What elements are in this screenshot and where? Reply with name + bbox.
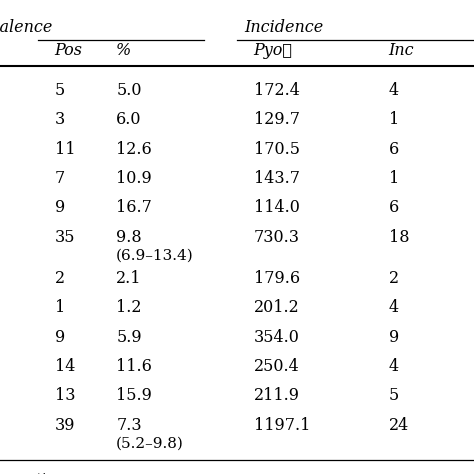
Text: 35: 35 [55, 229, 75, 246]
Text: 1: 1 [55, 299, 65, 316]
Text: 11.6: 11.6 [116, 358, 152, 375]
Text: 9: 9 [55, 328, 65, 346]
Text: 129.7: 129.7 [254, 111, 300, 128]
Text: 2: 2 [55, 270, 64, 287]
Text: 5: 5 [389, 387, 399, 404]
Text: 1197.1: 1197.1 [254, 417, 310, 434]
Text: 6: 6 [389, 200, 399, 217]
Text: 4: 4 [389, 299, 399, 316]
Text: 5: 5 [55, 82, 65, 99]
Text: 9.8: 9.8 [116, 229, 142, 246]
Text: 354.0: 354.0 [254, 328, 300, 346]
Text: 1: 1 [389, 170, 399, 187]
Text: 14: 14 [55, 358, 75, 375]
Text: 250.4: 250.4 [254, 358, 300, 375]
Text: 18: 18 [389, 229, 409, 246]
Text: 730.3: 730.3 [254, 229, 300, 246]
Text: 1.2: 1.2 [116, 299, 142, 316]
Text: 1: 1 [389, 111, 399, 128]
Text: 2: 2 [389, 270, 399, 287]
Text: 5.9: 5.9 [116, 328, 142, 346]
Text: 6: 6 [389, 141, 399, 158]
Text: 16.7: 16.7 [116, 200, 152, 217]
Text: 172.4: 172.4 [254, 82, 300, 99]
Text: %: % [116, 42, 131, 59]
Text: Pyo★: Pyo★ [254, 42, 292, 59]
Text: 13: 13 [55, 387, 75, 404]
Text: 15.9: 15.9 [116, 387, 152, 404]
Text: 3: 3 [55, 111, 65, 128]
Text: 201.2: 201.2 [254, 299, 300, 316]
Text: 5.0: 5.0 [116, 82, 142, 99]
Text: observation.: observation. [0, 473, 68, 474]
Text: 6.0: 6.0 [116, 111, 142, 128]
Text: 7: 7 [55, 170, 65, 187]
Text: 9: 9 [55, 200, 65, 217]
Text: evalence: evalence [0, 19, 53, 36]
Text: 4: 4 [389, 358, 399, 375]
Text: 179.6: 179.6 [254, 270, 300, 287]
Text: Incidence: Incidence [244, 19, 323, 36]
Text: 39: 39 [55, 417, 75, 434]
Text: Pos: Pos [55, 42, 82, 59]
Text: 7.3: 7.3 [116, 417, 142, 434]
Text: 10.9: 10.9 [116, 170, 152, 187]
Text: Inc: Inc [389, 42, 414, 59]
Text: 2.1: 2.1 [116, 270, 142, 287]
Text: 143.7: 143.7 [254, 170, 300, 187]
Text: 114.0: 114.0 [254, 200, 300, 217]
Text: (6.9–13.4): (6.9–13.4) [116, 249, 194, 263]
Text: 9: 9 [389, 328, 399, 346]
Text: 11: 11 [55, 141, 75, 158]
Text: 211.9: 211.9 [254, 387, 300, 404]
Text: 4: 4 [389, 82, 399, 99]
Text: 170.5: 170.5 [254, 141, 300, 158]
Text: (5.2–9.8): (5.2–9.8) [116, 437, 184, 451]
Text: 12.6: 12.6 [116, 141, 152, 158]
Text: 24: 24 [389, 417, 409, 434]
